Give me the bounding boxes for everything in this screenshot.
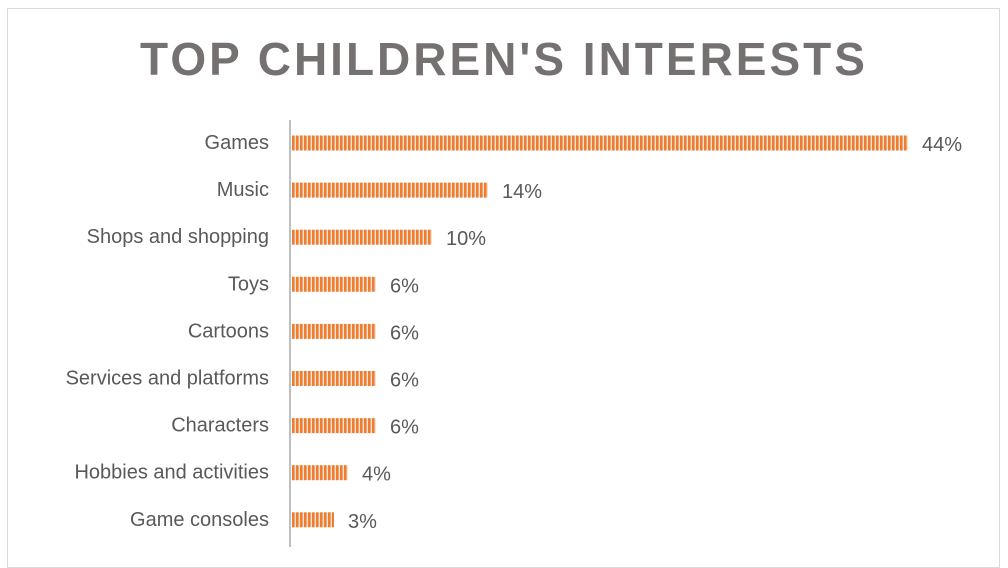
category-labels-layer: Games Music Shops and shopping Toys Cartoons…	[66, 132, 269, 531]
bar-1	[292, 182, 488, 198]
value-label-5: 6%	[390, 370, 419, 392]
bar-3	[292, 276, 376, 292]
category-label-0: Games	[205, 132, 269, 154]
value-label-7: 4%	[362, 464, 391, 486]
category-label-7: Hobbies and activities	[74, 462, 269, 484]
value-label-2: 10%	[446, 228, 486, 250]
chart-frame	[7, 8, 1000, 568]
chart-title: TOP CHILDREN'S INTERESTS	[140, 33, 868, 85]
value-label-3: 6%	[390, 275, 419, 297]
category-label-8: Game consoles	[130, 509, 269, 531]
value-label-4: 6%	[390, 322, 419, 344]
bar-0	[292, 135, 908, 151]
bar-5	[292, 371, 376, 386]
bar-7	[292, 465, 348, 481]
category-label-6: Characters	[171, 415, 269, 437]
value-label-6: 6%	[390, 417, 419, 439]
value-label-8: 3%	[348, 511, 377, 533]
bar-6	[292, 418, 376, 434]
bar-2	[292, 229, 432, 245]
bar-4	[292, 323, 376, 339]
category-label-3: Toys	[228, 273, 269, 295]
category-label-4: Cartoons	[188, 320, 269, 342]
category-label-1: Music	[217, 179, 269, 201]
value-label-1: 14%	[502, 181, 542, 203]
bar-8	[292, 512, 334, 528]
category-label-5: Services and platforms	[66, 368, 269, 390]
category-label-2: Shops and shopping	[87, 226, 269, 248]
value-labels-layer: 44% 14% 10% 6% 6% 6% 6% 4% 3%	[348, 134, 962, 533]
value-label-0: 44%	[922, 134, 962, 156]
bars-layer	[292, 135, 908, 528]
